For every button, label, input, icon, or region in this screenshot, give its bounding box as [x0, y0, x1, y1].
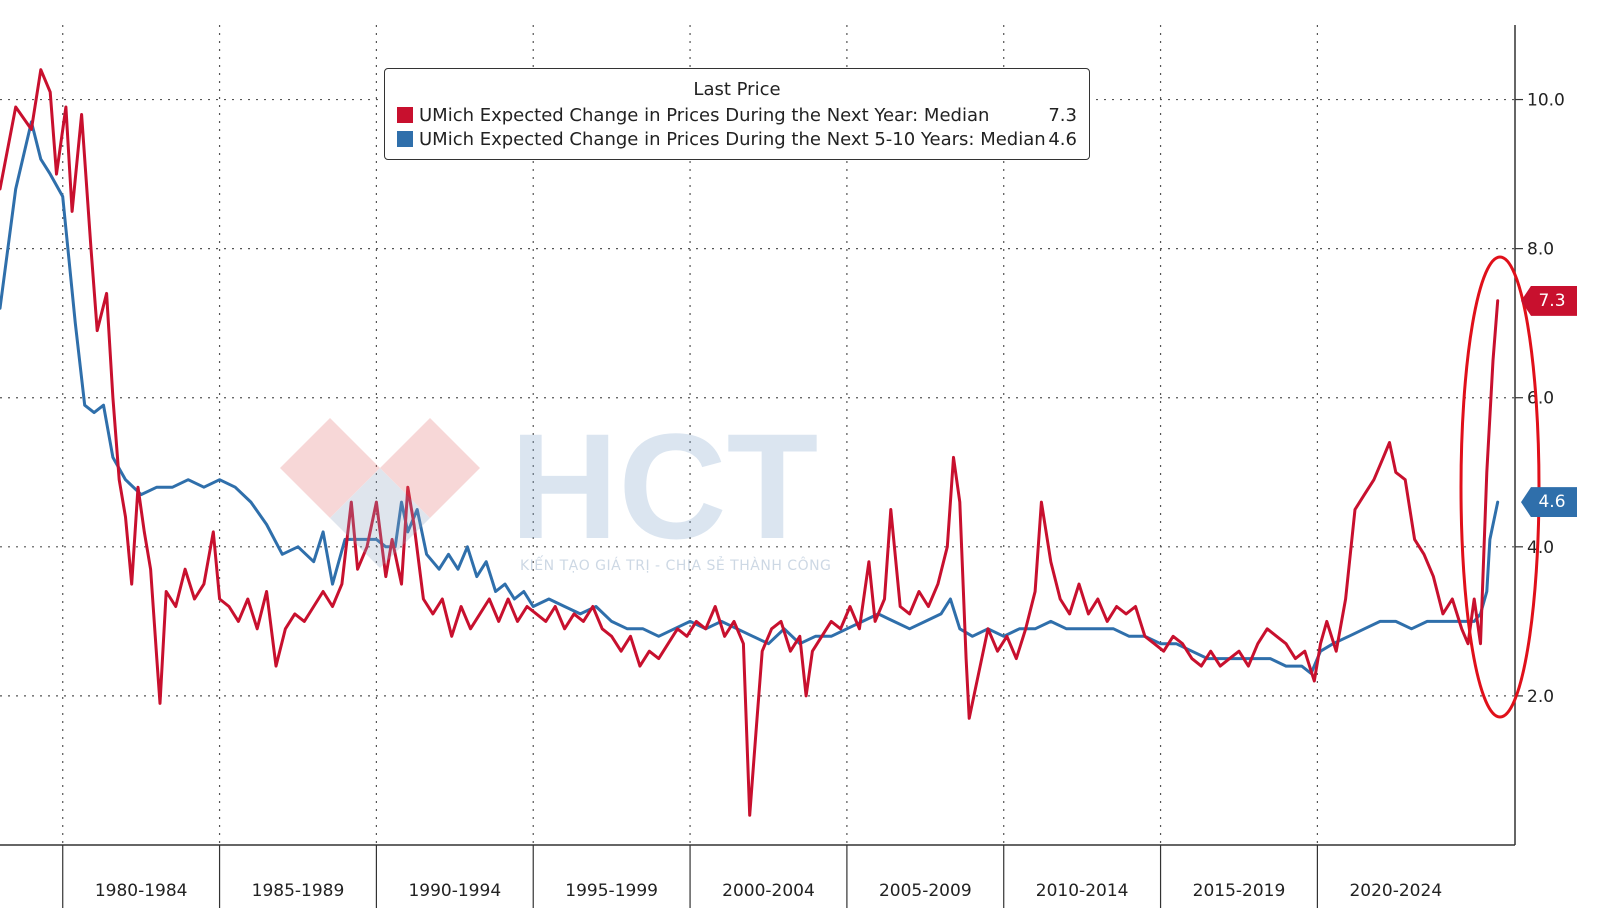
series-line-5-10-years	[0, 120, 1500, 675]
y-tick-label: 8.0	[1527, 240, 1554, 260]
x-tick-label: 2005-2009	[879, 881, 972, 901]
x-tick-label: 1985-1989	[252, 881, 345, 901]
last-value-tag-blue: 4.6	[1521, 487, 1577, 518]
highlight-ellipse	[1459, 255, 1541, 719]
series-layer	[0, 68, 1500, 817]
legend-value: 7.3	[1048, 104, 1077, 126]
y-tick-label: 10.0	[1527, 91, 1565, 111]
legend-title: Last Price	[693, 79, 781, 100]
grid-layer	[0, 25, 1515, 845]
y-tick-label: 6.0	[1527, 389, 1554, 409]
series-line-next-year	[0, 68, 1500, 817]
y-tick-label: 4.0	[1527, 538, 1554, 558]
x-tick-label: 2010-2014	[1036, 881, 1129, 901]
x-tick-label: 1995-1999	[565, 881, 658, 901]
x-tick-label: 1980-1984	[95, 881, 188, 901]
y-tick-label: 2.0	[1527, 687, 1554, 707]
x-tick-label: 1990-1994	[408, 881, 501, 901]
x-tick-label: 2015-2019	[1193, 881, 1286, 901]
legend-value: 4.6	[1048, 128, 1077, 150]
legend-swatch-red	[397, 107, 413, 123]
legend-swatch-blue	[397, 131, 413, 147]
legend-item-next-year: UMich Expected Change in Prices During t…	[385, 103, 1089, 127]
legend-item-5-10-years: UMich Expected Change in Prices During t…	[385, 127, 1089, 151]
x-tick-label: 2020-2024	[1349, 881, 1442, 901]
last-value-tag-red: 7.3	[1521, 285, 1577, 316]
legend-label: UMich Expected Change in Prices During t…	[419, 104, 990, 126]
axis-layer: 2.0 4.0 6.0 8.0 10.0 1980-1984 1985-1989 1990-1…	[0, 25, 1565, 908]
legend-label: UMich Expected Change in Prices During t…	[419, 128, 1046, 150]
x-tick-label: 2000-2004	[722, 881, 815, 901]
chart-legend: Last Price UMich Expected Change in Pric…	[384, 68, 1090, 160]
watermark-tagline: KIẾN TẠO GIÁ TRỊ - CHIA SẺ THÀNH CÔNG	[520, 558, 832, 574]
